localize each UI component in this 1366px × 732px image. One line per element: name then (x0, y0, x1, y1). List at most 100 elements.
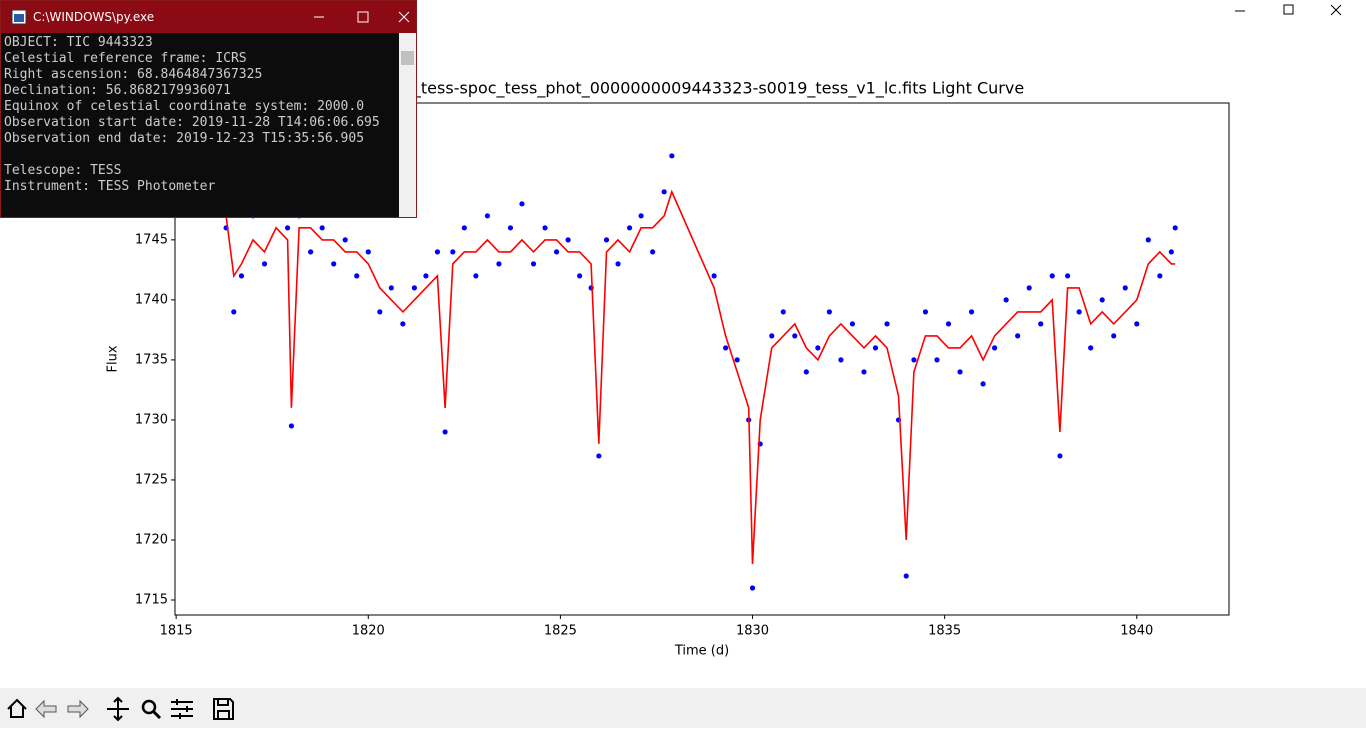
data-point (903, 573, 909, 579)
chart-title: hlsp_tess-spoc_tess_phot_000000000944332… (380, 79, 1024, 99)
data-point (734, 357, 740, 363)
data-point (238, 273, 245, 279)
data-point (803, 369, 809, 375)
data-point (331, 261, 337, 267)
console-line: Right ascension: 68.8464847367325 (4, 67, 263, 82)
data-point (1172, 225, 1178, 231)
configure-button[interactable] (171, 699, 193, 719)
data-point (945, 321, 952, 327)
data-point (354, 273, 360, 279)
data-point (1015, 333, 1021, 339)
window-controls (1235, 4, 1342, 16)
data-point (1145, 237, 1151, 243)
console-line: Observation start date: 2019-11-28 T14:0… (4, 115, 380, 130)
data-point (826, 309, 832, 315)
toolbar-icons (7, 696, 234, 722)
data-point (377, 309, 383, 315)
data-point (388, 285, 394, 291)
save-button[interactable] (213, 698, 234, 720)
console-block: Telescope: TESS Instrument: TESS Photomet… (4, 163, 398, 195)
data-point (507, 225, 514, 231)
data-point (484, 213, 490, 219)
data-point (596, 453, 602, 459)
data-point (849, 321, 856, 327)
data-point (661, 189, 667, 195)
figure: hlsp_tess-spoc_tess_phot_000000000944332… (106, 79, 1230, 659)
data-point (1168, 249, 1174, 255)
console-line: Observation end date: 2019-12-23 T15:35:… (4, 131, 365, 146)
data-point (411, 285, 417, 291)
y-tick-label: 1735 (135, 352, 168, 367)
console-title: C:\WINDOWS\py.exe (33, 10, 155, 24)
console-close[interactable] (398, 11, 410, 23)
data-point (231, 309, 237, 315)
y-tick-label: 1720 (135, 532, 168, 547)
console-line: Declination: 56.8682179936071 (4, 83, 231, 98)
data-point (669, 153, 675, 159)
data-point (577, 273, 583, 279)
data-point (542, 225, 548, 231)
data-point (1003, 297, 1009, 303)
y-tick-label: 1745 (135, 232, 168, 247)
data-point (400, 321, 406, 327)
data-point (992, 345, 998, 351)
console-maximize[interactable] (357, 11, 369, 23)
data-point (861, 369, 867, 375)
data-point (1026, 285, 1032, 291)
data-point (450, 249, 456, 255)
data-point (1157, 273, 1163, 279)
data-point (626, 225, 633, 231)
data-point (723, 345, 729, 351)
data-point (308, 249, 314, 255)
data-point (638, 213, 644, 219)
data-point (603, 237, 610, 243)
data-point (872, 345, 879, 351)
data-point (1099, 297, 1105, 303)
scrollbar[interactable] (399, 33, 416, 217)
data-point (815, 345, 821, 351)
x-tick-label: 1840 (1120, 624, 1153, 639)
data-point (980, 381, 986, 387)
console-line: Telescope: TESS (4, 163, 122, 178)
close-button[interactable] (1330, 4, 1342, 16)
y-tick-label: 1725 (135, 472, 168, 487)
data-point (957, 369, 963, 375)
console-icon (11, 9, 27, 25)
x-tick-label: 1830 (736, 624, 769, 639)
data-point (1088, 345, 1094, 351)
x-tick-label: 1820 (352, 624, 385, 639)
x-axis-label: Time (d) (674, 644, 729, 659)
console-line: Instrument: TESS Photometer (4, 179, 216, 194)
data-point (553, 249, 560, 255)
data-point (1076, 309, 1082, 315)
data-point (884, 321, 890, 327)
y-tick-label: 1730 (135, 412, 168, 427)
x-tick-label: 1835 (928, 624, 961, 639)
data-line (225, 189, 1176, 565)
data-point (365, 249, 371, 255)
pan-button[interactable] (107, 696, 129, 722)
data-point (473, 273, 479, 279)
data-point (780, 309, 786, 315)
restore-button[interactable] (1283, 4, 1294, 15)
back-button[interactable] (35, 699, 57, 719)
console-controls (314, 11, 410, 23)
data-point (423, 273, 429, 279)
forward-button[interactable] (67, 699, 89, 719)
x-tick-label: 1825 (544, 624, 577, 639)
data-point (1134, 321, 1140, 327)
data-point (650, 249, 656, 255)
y-axis-label: Flux (106, 345, 121, 372)
data-point (284, 225, 291, 231)
console-titlebar: C:\WINDOWS\py.exe (1, 1, 416, 33)
home-button[interactable] (7, 698, 27, 718)
x-tick-label: 1815 (160, 624, 193, 639)
data-point (922, 309, 929, 315)
console-line: Equinox of celestial coordinate system: … (4, 99, 365, 114)
console-output: OBJECT: TIC 9443323 Celestial reference f… (4, 35, 398, 211)
data-point (261, 261, 268, 267)
data-point (1057, 453, 1063, 459)
zoom-button[interactable] (141, 699, 162, 720)
y-tick-label: 1740 (135, 292, 168, 307)
